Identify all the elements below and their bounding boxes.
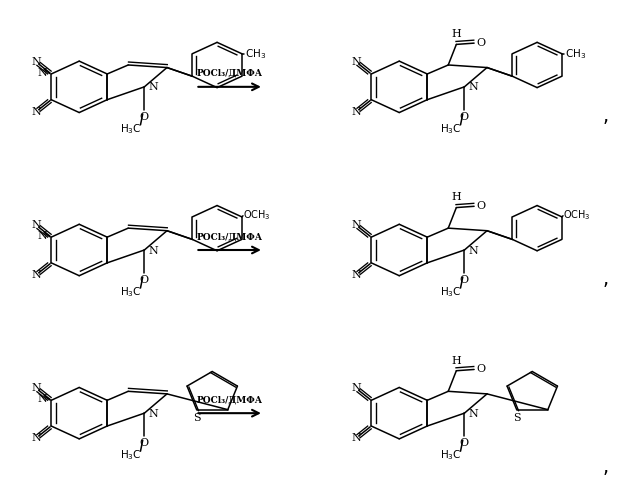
Text: H$_3$C: H$_3$C (440, 286, 461, 300)
Text: S: S (513, 412, 520, 422)
Text: H$_3$C: H$_3$C (120, 448, 141, 462)
Text: N: N (38, 68, 48, 78)
Text: N: N (31, 57, 41, 67)
Text: O: O (460, 438, 469, 448)
Text: H$_3$C: H$_3$C (120, 286, 141, 300)
Text: H: H (451, 30, 461, 40)
Text: N: N (351, 270, 361, 280)
Text: O: O (140, 112, 149, 122)
Text: N: N (31, 383, 41, 393)
Text: N: N (31, 433, 41, 443)
Text: N: N (38, 394, 48, 404)
Text: N: N (351, 220, 361, 230)
Text: N: N (351, 433, 361, 443)
Text: ,: , (603, 458, 609, 477)
Text: N: N (351, 107, 361, 117)
Text: N: N (148, 408, 158, 418)
Text: O: O (477, 38, 486, 48)
Text: O: O (140, 438, 149, 448)
Text: H: H (451, 356, 461, 366)
Text: CH$_3$: CH$_3$ (245, 47, 266, 60)
Text: N: N (468, 82, 478, 92)
Text: N: N (351, 57, 361, 67)
Text: N: N (468, 408, 478, 418)
Text: N: N (31, 220, 41, 230)
Text: N: N (148, 246, 158, 256)
Text: N: N (31, 107, 41, 117)
Text: S: S (193, 412, 201, 422)
Text: POCl₃/ДМФА: POCl₃/ДМФА (196, 395, 263, 404)
Text: POCl₃/ДМФА: POCl₃/ДМФА (196, 232, 263, 241)
Text: O: O (477, 364, 486, 374)
Text: H$_3$C: H$_3$C (440, 448, 461, 462)
Text: H$_3$C: H$_3$C (120, 122, 141, 136)
Text: N: N (148, 82, 158, 92)
Text: H: H (451, 192, 461, 202)
Text: N: N (351, 383, 361, 393)
Text: O: O (460, 275, 469, 285)
Text: N: N (38, 231, 48, 241)
Text: OCH$_3$: OCH$_3$ (243, 208, 271, 222)
Text: CH$_3$: CH$_3$ (565, 47, 586, 60)
Text: OCH$_3$: OCH$_3$ (564, 208, 591, 222)
Text: O: O (477, 202, 486, 211)
Text: O: O (140, 275, 149, 285)
Text: ,: , (603, 270, 609, 289)
Text: N: N (468, 246, 478, 256)
Text: POCl₃/ДМФА: POCl₃/ДМФА (196, 69, 263, 78)
Text: ,: , (603, 107, 609, 126)
Text: N: N (31, 270, 41, 280)
Text: H$_3$C: H$_3$C (440, 122, 461, 136)
Text: O: O (460, 112, 469, 122)
